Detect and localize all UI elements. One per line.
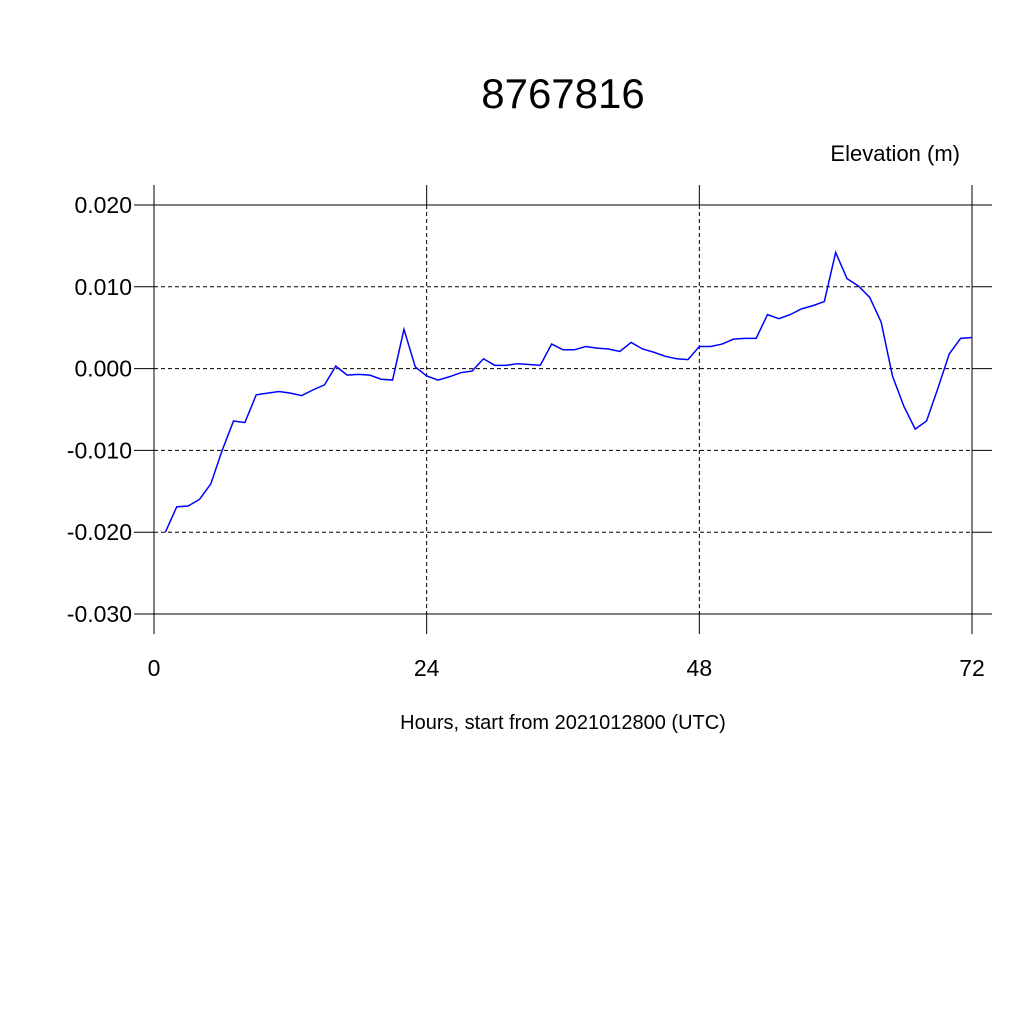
chart-subtitle: Elevation (m) (830, 141, 960, 166)
x-tick-label: 24 (414, 655, 440, 681)
chart-title: 8767816 (481, 70, 645, 117)
x-tick-label: 0 (148, 655, 161, 681)
x-axis-label: Hours, start from 2021012800 (UTC) (400, 712, 726, 734)
x-tick-label: 48 (687, 655, 713, 681)
y-tick-label: -0.020 (67, 519, 132, 545)
plot-frame (153, 204, 973, 615)
y-tick-label: 0.000 (74, 356, 132, 382)
x-tick-label: 72 (959, 655, 985, 681)
y-tick-label: -0.030 (67, 601, 132, 627)
y-tick-label: -0.010 (67, 437, 132, 463)
y-tick-label: 0.010 (74, 274, 132, 300)
data-line (164, 250, 973, 533)
y-tick-label: 0.020 (74, 192, 132, 218)
